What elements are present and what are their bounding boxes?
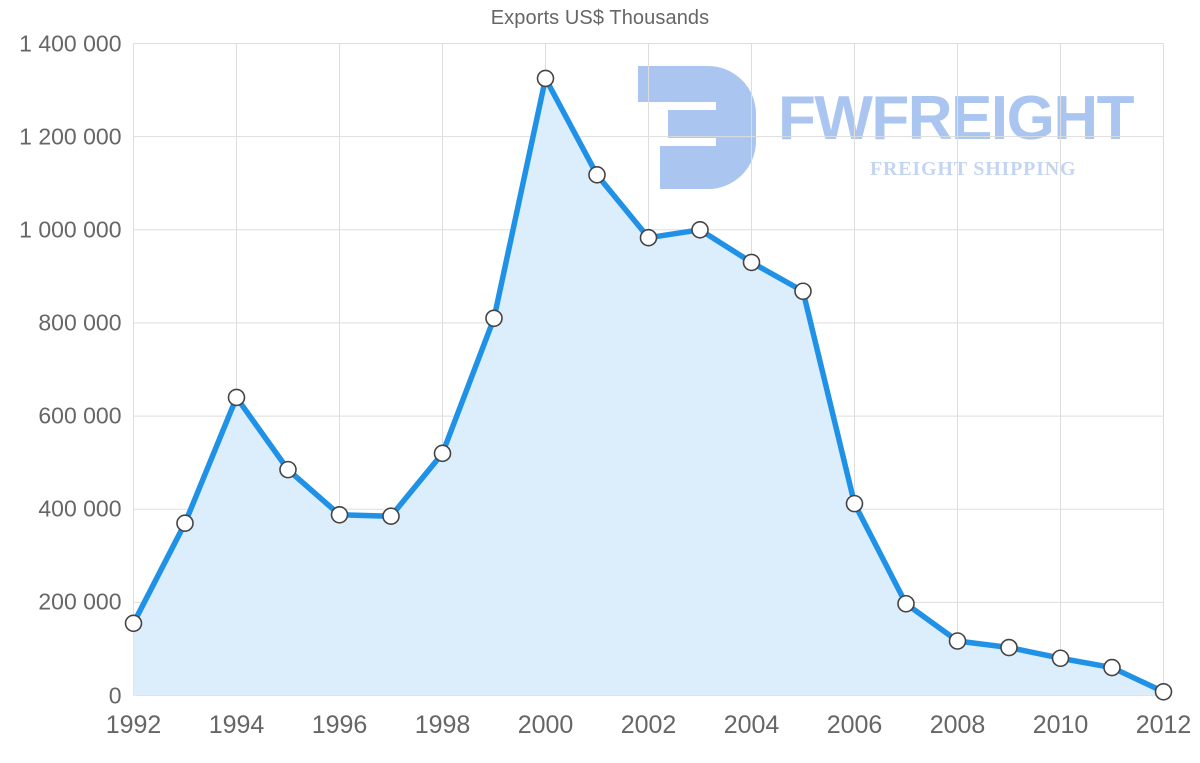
data-point-marker[interactable] [845,494,864,513]
data-point-marker[interactable] [1000,638,1018,657]
data-point-marker[interactable] [1103,658,1121,677]
data-point-marker[interactable] [794,282,812,301]
data-point-marker[interactable] [176,514,194,532]
data-point-marker[interactable] [124,614,143,633]
data-point-marker[interactable] [1154,682,1173,701]
data-point-marker[interactable] [227,388,246,407]
data-point-marker[interactable] [279,460,297,479]
data-point-marker[interactable] [433,444,452,463]
data-point-marker[interactable] [330,505,349,524]
data-point-marker[interactable] [485,309,503,328]
data-point-marker[interactable] [897,594,915,613]
data-point-marker[interactable] [1051,649,1070,668]
data-point-marker[interactable] [588,166,606,184]
data-point-markers [124,69,1173,701]
data-point-marker[interactable] [382,507,400,526]
area-fill [133,78,1164,696]
chart-title: Exports US$ Thousands [490,7,710,29]
data-point-marker[interactable] [691,220,709,239]
data-point-marker[interactable] [639,228,658,247]
data-point-marker[interactable] [536,69,555,88]
data-point-marker[interactable] [948,632,967,650]
data-point-marker[interactable] [742,253,761,272]
